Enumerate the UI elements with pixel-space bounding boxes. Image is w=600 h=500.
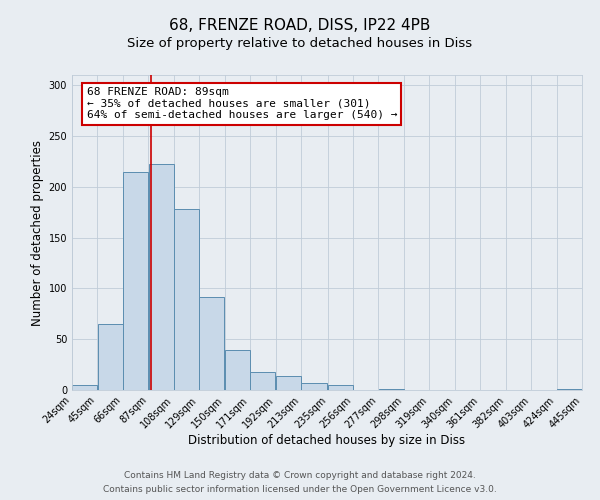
Text: 68, FRENZE ROAD, DISS, IP22 4PB: 68, FRENZE ROAD, DISS, IP22 4PB: [169, 18, 431, 32]
Text: Contains public sector information licensed under the Open Government Licence v3: Contains public sector information licen…: [103, 484, 497, 494]
Text: 68 FRENZE ROAD: 89sqm
← 35% of detached houses are smaller (301)
64% of semi-det: 68 FRENZE ROAD: 89sqm ← 35% of detached …: [86, 87, 397, 120]
Bar: [328, 385, 353, 390]
Bar: [72, 385, 97, 390]
Bar: [301, 383, 328, 390]
Bar: [149, 164, 173, 390]
Bar: [98, 324, 122, 390]
Bar: [250, 372, 275, 390]
Bar: [379, 389, 404, 390]
Bar: [276, 376, 301, 390]
Bar: [123, 172, 148, 390]
Bar: [225, 350, 250, 390]
Y-axis label: Number of detached properties: Number of detached properties: [31, 140, 44, 326]
Bar: [199, 296, 224, 390]
Text: Contains HM Land Registry data © Crown copyright and database right 2024.: Contains HM Land Registry data © Crown c…: [124, 472, 476, 480]
Text: Size of property relative to detached houses in Diss: Size of property relative to detached ho…: [127, 38, 473, 51]
X-axis label: Distribution of detached houses by size in Diss: Distribution of detached houses by size …: [188, 434, 466, 447]
Bar: [557, 389, 582, 390]
Bar: [174, 209, 199, 390]
